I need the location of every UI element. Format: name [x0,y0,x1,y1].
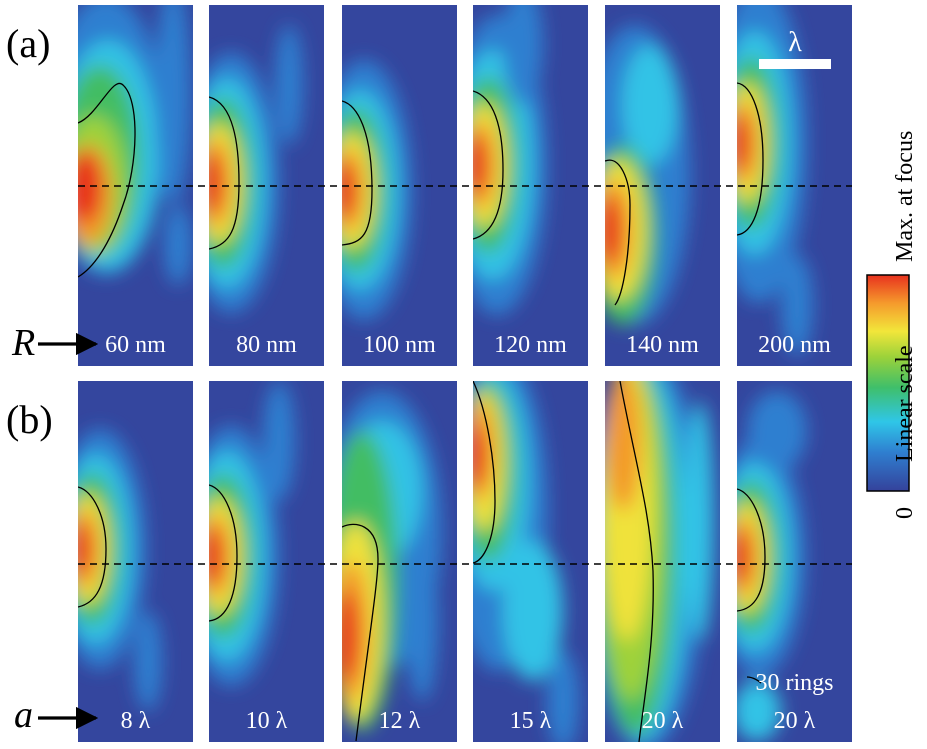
intensity-map [447,0,547,315]
row-b-tiles: 8 λ 10 λ 12 λ 15 λ 20 λ 20 λ 30 rings [54,351,852,749]
intensity-map [580,25,690,325]
tile-b-6: 20 λ 30 rings [713,381,852,742]
tile-a-1: 60 nm [46,0,193,366]
row-a-tiles: 60 nm 80 nm 100 nm 120 nm 140 nm 200 nm [46,0,852,366]
colorbar-middle-label: Linear scale [893,345,917,462]
tile-b-3: 12 λ [322,381,457,742]
tile-b-4: 15 λ [448,351,588,749]
tile-label: 200 nm [758,332,831,358]
scale-bar [759,59,831,69]
tile-label: 80 nm [236,332,297,358]
tile-b-1: 8 λ [54,381,193,742]
colorbar-bottom-label: 0 [893,507,917,519]
tile-label: 10 λ [246,708,288,734]
tile-label: 60 nm [105,332,166,358]
scale-bar-label: λ [788,27,802,58]
tile-a-6: 200 nm [711,0,852,366]
tile-label: 8 λ [121,708,151,734]
tile-a-4: 120 nm [447,0,588,366]
colorbar-top-label: Max. at focus [893,131,917,262]
tile-label: 140 nm [626,332,699,358]
tile-b-2: 10 λ [183,381,324,742]
tile-label: 15 λ [510,708,552,734]
intensity-map [46,0,192,285]
tile-label: 120 nm [494,332,567,358]
tile-label: 100 nm [363,332,436,358]
intensity-map [322,391,442,741]
tile-label: 20 λ [642,708,684,734]
tile-extra-label: 30 rings [756,670,834,696]
tile-label: 20 λ [774,708,816,734]
tile-label: 12 λ [379,708,421,734]
tile-a-3: 100 nm [316,5,457,366]
intensity-map [316,60,412,320]
tile-b-5: 20 λ [585,351,720,749]
